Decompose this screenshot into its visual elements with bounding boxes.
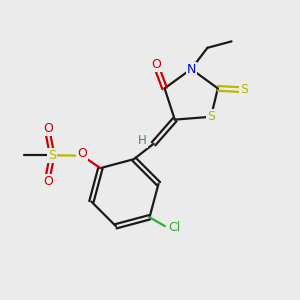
Text: O: O xyxy=(151,58,161,71)
Text: S: S xyxy=(207,110,215,123)
Text: S: S xyxy=(240,83,248,96)
Text: S: S xyxy=(48,149,56,162)
Text: H: H xyxy=(138,134,147,147)
Text: O: O xyxy=(43,175,52,188)
Text: Cl: Cl xyxy=(168,221,180,234)
Text: N: N xyxy=(187,62,196,76)
Text: O: O xyxy=(43,122,52,135)
Text: O: O xyxy=(77,147,87,160)
